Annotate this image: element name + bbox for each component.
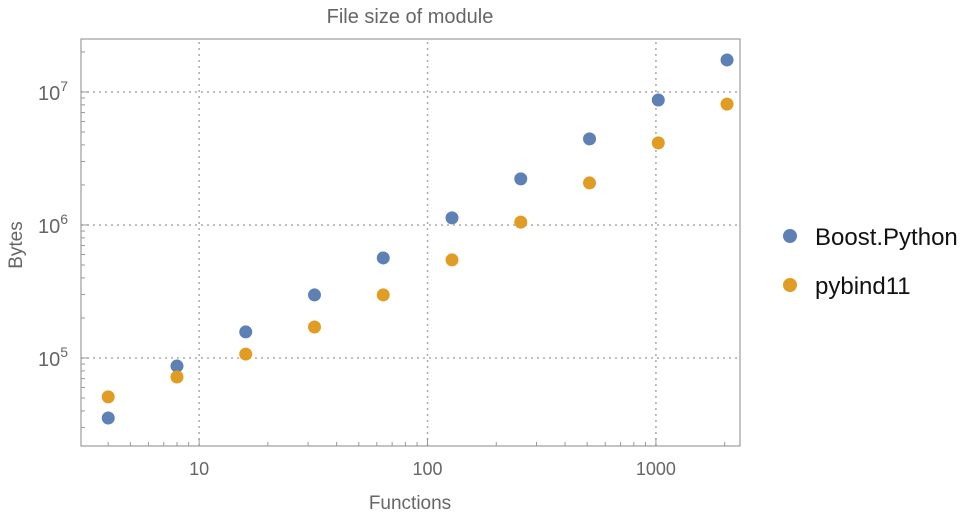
data-point-pybind11	[445, 253, 459, 267]
data-point-boost-python	[170, 359, 184, 373]
data-point-pybind11	[651, 136, 665, 150]
y-tick-exponent: 6	[60, 211, 68, 227]
legend-marker	[783, 278, 797, 292]
data-point-pybind11	[514, 215, 528, 229]
x-axis-label: Functions	[369, 493, 451, 513]
data-point-pybind11	[239, 347, 253, 361]
data-point-boost-python	[307, 288, 321, 302]
y-tick-base: 10	[38, 216, 60, 238]
data-point-boost-python	[239, 325, 253, 339]
y-tick-base: 10	[38, 83, 60, 105]
data-point-pybind11	[720, 97, 734, 111]
data-point-pybind11	[170, 370, 184, 384]
y-tick-label: 106	[38, 211, 68, 238]
data-point-boost-python	[514, 172, 528, 186]
data-point-boost-python	[583, 132, 597, 146]
plot-frame	[80, 38, 741, 447]
data-point-boost-python	[720, 53, 734, 67]
legend-label: pybind11	[815, 273, 911, 300]
y-tick-exponent: 5	[60, 344, 68, 360]
data-point-boost-python	[651, 93, 665, 107]
legend-marker	[783, 229, 797, 243]
x-tick-label: 100	[412, 459, 442, 479]
data-point-pybind11	[307, 320, 321, 334]
chart-title: File size of module	[327, 6, 494, 28]
data-point-boost-python	[376, 251, 390, 265]
data-point-boost-python	[445, 211, 459, 225]
x-tick-label: 1000	[636, 459, 676, 479]
y-tick-label: 107	[38, 78, 68, 105]
y-axis-label: Bytes	[6, 221, 27, 269]
data-point-pybind11	[583, 176, 597, 190]
data-point-boost-python	[101, 411, 115, 425]
data-point-pybind11	[101, 390, 115, 404]
x-tick-label: 10	[189, 459, 209, 479]
legend-label: Boost.Python	[815, 224, 958, 251]
y-tick-exponent: 7	[60, 78, 68, 94]
data-point-pybind11	[376, 288, 390, 302]
y-tick-label: 105	[38, 344, 68, 371]
y-tick-base: 10	[38, 349, 60, 371]
